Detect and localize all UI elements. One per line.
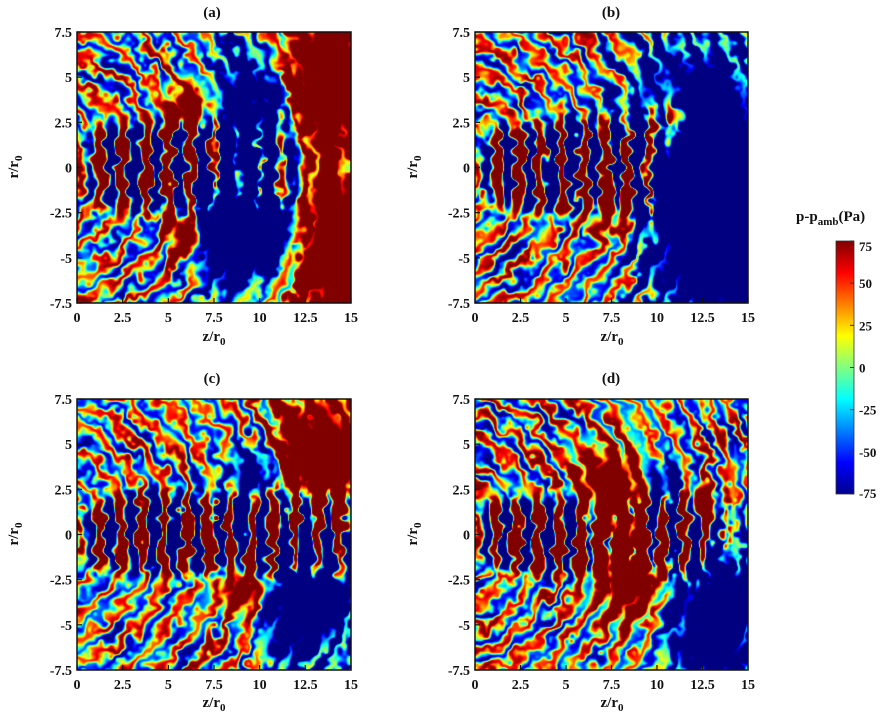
panel-a-xtick-label-2: 5	[165, 311, 172, 326]
panel-c-ticks: 0 2.5 5 7.5 10 12.5 15 -7.5 -5 -2.5 0 2.5 5 7.5	[50, 393, 358, 693]
panel-a-heatmap-wrap	[77, 32, 351, 303]
panel-d-ytick-label-4: 2.5	[453, 483, 471, 498]
panel-d-xtick-label-4: 10	[650, 678, 664, 693]
panel-a-ytick-label-4: 2.5	[55, 116, 73, 131]
panel-b-ytick-label-4: 2.5	[453, 116, 471, 131]
colorbar-tick-label-5: -50	[859, 445, 876, 460]
panel-a: (a) 0 2.5 5 7.5 10 12.5 15 -7.5 -5 -2.5 0 2.5 5 7.5 z…	[6, 5, 358, 348]
panel-b-xlabel: z/r0	[601, 329, 624, 348]
panel-c-ytick-label-0: -7.5	[50, 664, 72, 679]
panel-b-ytick-label-5: 5	[463, 71, 470, 86]
panel-b-heatmap	[475, 32, 748, 303]
panel-c-xtick-label-4: 10	[253, 678, 267, 693]
panel-b: (b) 0 2.5 5 7.5 10 12.5 15 -7.5 -5 -2.5 0 2.5 5 7.5 z…	[405, 5, 755, 348]
colorbar-tick-label-1: 50	[859, 276, 872, 291]
panel-a-ticks: 0 2.5 5 7.5 10 12.5 15 -7.5 -5 -2.5 0 2.5 5 7.5	[50, 26, 358, 326]
panel-a-xtick-label-3: 7.5	[205, 311, 223, 326]
colorbar-tick-label-6: -75	[859, 486, 877, 501]
panel-c-xtick-label-2: 5	[165, 678, 172, 693]
panel-a-ytick-label-3: 0	[65, 162, 72, 177]
panel-d-xtick-label-2: 5	[563, 678, 570, 693]
panel-b-title: (b)	[602, 5, 620, 21]
panel-b-xtick-label-1: 2.5	[512, 311, 530, 326]
panel-c-ylabel: r/r0	[6, 522, 25, 545]
panel-d: (d) 0 2.5 5 7.5 10 12.5 15 -7.5 -5 -2.5 0 2.5 5 7.5 z…	[405, 371, 755, 714]
panel-a-ytick-label-5: 5	[65, 71, 72, 86]
panel-a-xtick-label-0: 0	[74, 311, 81, 326]
panel-a-heatmap	[77, 32, 351, 303]
colorbar-tick-label-3: 0	[859, 361, 866, 376]
panel-c-heatmap	[77, 399, 351, 670]
panel-d-ytick-label-6: 7.5	[453, 393, 471, 408]
colorbar-tick-label-0: 75	[859, 239, 873, 254]
panel-b-xtick-label-3: 7.5	[603, 311, 621, 326]
panel-c-ytick-label-3: 0	[65, 529, 72, 544]
panel-a-xtick-label-5: 12.5	[293, 311, 318, 326]
panel-a-ytick-label-6: 7.5	[55, 26, 73, 41]
panel-b-ylabel: r/r0	[405, 155, 424, 178]
panel-c-ytick-label-1: -5	[60, 619, 72, 634]
colorbar-ticks: 75 50 25 0 -25 -50 -75	[850, 239, 877, 501]
panel-a-xtick-label-6: 15	[344, 311, 358, 326]
panel-d-ytick-label-3: 0	[463, 529, 470, 544]
colorbar-tick-label-2: 25	[859, 318, 873, 333]
panel-d-title: (d)	[602, 371, 620, 387]
panel-c-xlabel: z/r0	[203, 695, 226, 714]
panel-d-ylabel: r/r0	[405, 522, 424, 545]
panel-b-ytick-label-1: -5	[458, 252, 470, 267]
panel-a-ytick-label-2: -2.5	[50, 207, 72, 222]
panel-b-xtick-label-4: 10	[650, 311, 664, 326]
panel-c-ytick-label-2: -2.5	[50, 574, 72, 589]
panel-d-ytick-label-2: -2.5	[448, 574, 470, 589]
panel-d-xlabel: z/r0	[601, 695, 624, 714]
panel-d-ytick-label-5: 5	[463, 438, 470, 453]
panel-d-ticks: 0 2.5 5 7.5 10 12.5 15 -7.5 -5 -2.5 0 2.5 5 7.5	[448, 393, 755, 693]
panel-b-xtick-label-5: 12.5	[690, 311, 715, 326]
panel-d-heatmap-wrap	[475, 399, 748, 670]
panel-d-xtick-label-0: 0	[472, 678, 479, 693]
panel-b-xtick-label-6: 15	[741, 311, 755, 326]
panel-c-title: (c)	[204, 371, 221, 387]
panel-b-ytick-label-6: 7.5	[453, 26, 471, 41]
panel-c-heatmap-wrap	[77, 399, 351, 670]
panel-b-xtick-label-0: 0	[472, 311, 479, 326]
panel-a-ytick-label-0: -7.5	[50, 297, 72, 312]
panel-a-xtick-label-4: 10	[253, 311, 267, 326]
panel-c-ytick-label-5: 5	[65, 438, 72, 453]
panel-a-title: (a)	[203, 5, 221, 21]
panel-c-xtick-label-5: 12.5	[293, 678, 318, 693]
panel-c-xtick-label-3: 7.5	[205, 678, 223, 693]
panel-d-ytick-label-0: -7.5	[448, 664, 470, 679]
panel-c-ytick-label-4: 2.5	[55, 483, 73, 498]
colorbar: p-pamb(Pa) 75 50 25 0 -25 -50 -75	[796, 209, 877, 501]
panel-b-heatmap-wrap	[475, 32, 748, 303]
panel-a-xtick-label-1: 2.5	[114, 311, 132, 326]
panel-b-xtick-label-2: 5	[563, 311, 570, 326]
panel-d-ytick-label-1: -5	[458, 619, 470, 634]
panel-c: (c) 0 2.5 5 7.5 10 12.5 15 -7.5 -5 -2.5 0 2.5 5 7.5 z…	[6, 371, 358, 714]
panel-c-xtick-label-6: 15	[344, 678, 358, 693]
panel-b-ytick-label-3: 0	[463, 162, 470, 177]
panel-d-heatmap	[475, 399, 748, 670]
panel-c-xtick-label-1: 2.5	[114, 678, 132, 693]
panel-b-ytick-label-0: -7.5	[448, 297, 470, 312]
panel-b-ytick-label-2: -2.5	[448, 207, 470, 222]
panel-c-ytick-label-6: 7.5	[55, 393, 73, 408]
panel-c-xtick-label-0: 0	[74, 678, 81, 693]
colorbar-label: p-pamb(Pa)	[796, 209, 865, 228]
panel-a-ylabel: r/r0	[6, 155, 25, 178]
panel-a-xlabel: z/r0	[203, 329, 226, 348]
panel-d-xtick-label-3: 7.5	[603, 678, 621, 693]
panel-d-xtick-label-1: 2.5	[512, 678, 530, 693]
panel-b-ticks: 0 2.5 5 7.5 10 12.5 15 -7.5 -5 -2.5 0 2.5 5 7.5	[448, 26, 755, 326]
panel-a-ytick-label-1: -5	[60, 252, 72, 267]
panel-d-xtick-label-6: 15	[741, 678, 755, 693]
panel-d-xtick-label-5: 12.5	[690, 678, 715, 693]
colorbar-tick-label-4: -25	[859, 403, 877, 418]
